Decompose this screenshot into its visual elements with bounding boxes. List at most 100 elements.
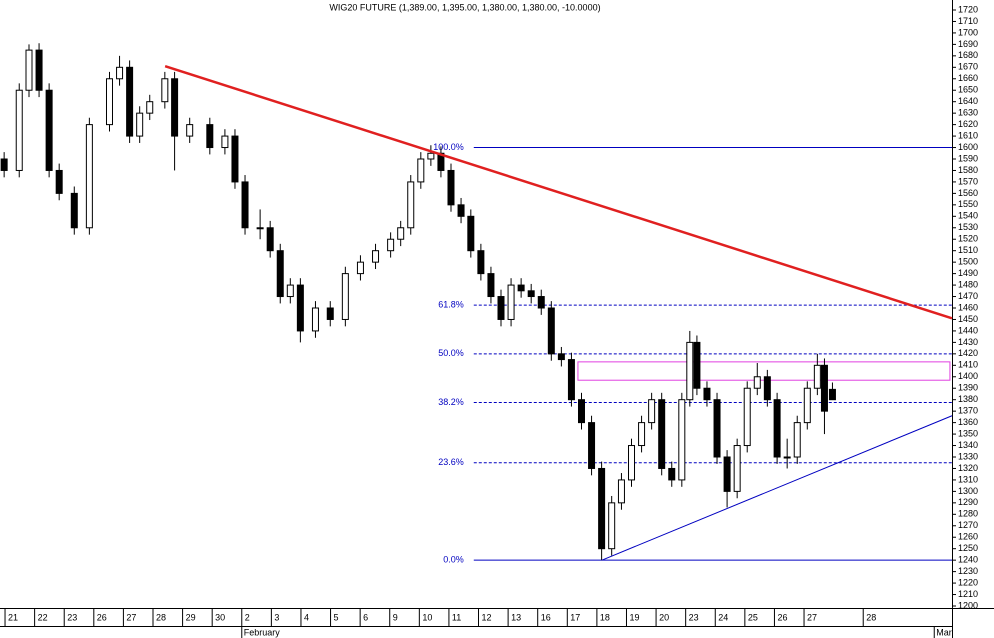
- y-tick-label: 1310: [958, 474, 978, 484]
- candle-body: [497, 296, 505, 320]
- x-tick-label: 19: [629, 612, 639, 622]
- candle-body: [783, 456, 791, 459]
- x-tick-label: 2: [245, 612, 250, 622]
- y-tick-label: 1440: [958, 325, 978, 335]
- candle-body: [116, 66, 124, 80]
- candle-body: [628, 445, 636, 481]
- y-tick-label: 1290: [958, 497, 978, 507]
- month-label: Mar: [936, 627, 952, 637]
- candle-body: [326, 307, 334, 320]
- x-tick-label: 20: [659, 612, 669, 622]
- y-tick-label: 1570: [958, 176, 978, 186]
- x-tick-label: 26: [97, 612, 107, 622]
- candle-body: [105, 78, 113, 126]
- candle-body: [517, 284, 525, 292]
- y-tick-label: 1720: [958, 4, 978, 14]
- y-tick-label: 1450: [958, 314, 978, 324]
- y-tick-label: 1480: [958, 279, 978, 289]
- x-tick-label: 13: [511, 612, 521, 622]
- y-tick-label: 1520: [958, 234, 978, 244]
- fib-label: 23.6%: [438, 457, 464, 467]
- y-tick-label: 1400: [958, 371, 978, 381]
- candle-body: [25, 49, 33, 91]
- candle-body: [577, 399, 585, 424]
- candle-body: [588, 422, 596, 469]
- y-tick-label: 1420: [958, 348, 978, 358]
- y-tick-label: 1370: [958, 406, 978, 416]
- x-tick-label: 6: [363, 612, 368, 622]
- y-tick-label: 1600: [958, 142, 978, 152]
- fib-label: 50.0%: [438, 348, 464, 358]
- fib-label: 100.0%: [433, 142, 464, 152]
- x-tick-label: 26: [777, 612, 787, 622]
- x-tick-label: 3: [274, 612, 279, 622]
- candle-body: [266, 227, 274, 252]
- candle-body: [286, 284, 294, 298]
- y-tick-label: 1270: [958, 520, 978, 530]
- y-tick-label: 1210: [958, 589, 978, 599]
- candle-body: [35, 49, 43, 91]
- x-tick-label: 24: [718, 612, 728, 622]
- candle-body: [527, 290, 535, 298]
- x-tick-label: 25: [748, 612, 758, 622]
- y-tick-label: 1350: [958, 428, 978, 438]
- y-tick-label: 1700: [958, 27, 978, 37]
- candle-body: [567, 359, 575, 401]
- candle-body: [487, 273, 495, 298]
- candle-body: [608, 502, 616, 550]
- y-tick-label: 1360: [958, 417, 978, 427]
- x-tick-label: 22: [38, 612, 48, 622]
- y-tick-label: 1710: [958, 16, 978, 26]
- x-tick-label: 27: [807, 612, 817, 622]
- y-tick-label: 1590: [958, 153, 978, 163]
- candle-body: [427, 152, 435, 160]
- y-tick-label: 1320: [958, 463, 978, 473]
- y-tick-label: 1470: [958, 291, 978, 301]
- y-tick-label: 1550: [958, 199, 978, 209]
- candle-body: [793, 422, 801, 458]
- candle-body: [387, 238, 395, 252]
- y-tick-label: 1510: [958, 245, 978, 255]
- candle-body: [341, 273, 349, 320]
- y-tick-label: 1530: [958, 222, 978, 232]
- candle-body: [773, 399, 781, 458]
- candle-body: [507, 284, 515, 320]
- candle-body: [686, 341, 694, 401]
- candle-body: [477, 250, 485, 275]
- month-label: February: [244, 627, 281, 637]
- candle-body: [256, 227, 264, 230]
- candle-body: [753, 376, 761, 389]
- y-tick-label: 1680: [958, 50, 978, 60]
- y-tick-label: 1330: [958, 451, 978, 461]
- y-tick-label: 1490: [958, 268, 978, 278]
- candle-body: [417, 158, 425, 183]
- candle-body: [296, 284, 304, 332]
- candle-body: [0, 158, 8, 171]
- y-tick-label: 1690: [958, 39, 978, 49]
- candle-body: [820, 364, 828, 412]
- candle-body: [70, 192, 78, 229]
- x-tick-label: 21: [8, 612, 18, 622]
- candle-body: [146, 101, 154, 114]
- x-tick-label: 16: [541, 612, 551, 622]
- y-tick-label: 1610: [958, 130, 978, 140]
- y-tick-label: 1250: [958, 543, 978, 553]
- candle-body: [648, 399, 656, 424]
- candle-body: [678, 399, 686, 481]
- candle-body: [45, 89, 53, 171]
- x-tick-label: 18: [600, 612, 610, 622]
- candle-body: [763, 376, 771, 401]
- candle-body: [457, 204, 465, 217]
- candle-body: [713, 399, 721, 458]
- chart-title: WIG20 FUTURE (1,389.00, 1,395.00, 1,380.…: [329, 2, 600, 12]
- y-tick-label: 1430: [958, 337, 978, 347]
- fib-label: 61.8%: [438, 300, 464, 310]
- candle-body: [241, 181, 249, 229]
- trend-line: [601, 415, 953, 561]
- y-tick-label: 1650: [958, 85, 978, 95]
- candle-body: [693, 341, 701, 389]
- x-tick-label: 23: [67, 612, 77, 622]
- y-tick-label: 1230: [958, 566, 978, 576]
- candle-body: [276, 250, 284, 298]
- trend-line: [164, 64, 953, 320]
